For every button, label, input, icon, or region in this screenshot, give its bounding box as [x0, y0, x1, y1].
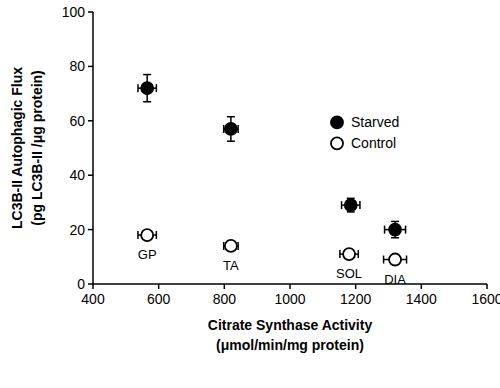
- point: [225, 123, 237, 135]
- y-tick: [88, 66, 93, 68]
- x-axis-title: Citrate Synthase Activity: [208, 317, 373, 333]
- legend-marker: [331, 116, 343, 128]
- point-label: SOL: [336, 266, 362, 281]
- x-tick-label: 800: [213, 291, 237, 307]
- x-axis-title: (μmol/min/mg protein): [216, 337, 364, 353]
- point: [225, 240, 237, 252]
- y-tick-label: 60: [69, 113, 85, 129]
- x-error-cap: [339, 250, 341, 258]
- y-tick: [88, 11, 93, 13]
- x-tick: [224, 284, 226, 289]
- y-error-cap: [391, 221, 399, 223]
- y-tick-label: 0: [77, 276, 85, 292]
- x-error-cap: [156, 84, 158, 92]
- y-tick: [88, 174, 93, 176]
- x-tick-label: 1400: [406, 291, 437, 307]
- point-label: GP: [138, 247, 157, 262]
- point-label: TA: [223, 258, 239, 273]
- y-axis: [92, 12, 94, 284]
- point: [343, 248, 355, 260]
- point: [345, 199, 357, 211]
- y-tick-label: 80: [69, 58, 85, 74]
- x-tick: [486, 284, 488, 289]
- y-error-cap: [143, 74, 151, 76]
- y-tick-label: 40: [69, 167, 85, 183]
- y-error-cap: [391, 237, 399, 239]
- point-labels: GP TA SOL DIA: [138, 247, 406, 286]
- x-tick-label: 600: [147, 291, 171, 307]
- x-error-cap: [359, 201, 361, 209]
- x-error-cap: [406, 256, 408, 264]
- x-error-cap: [384, 226, 386, 234]
- x-tick-label: 1600: [471, 291, 500, 307]
- point: [389, 254, 401, 266]
- point: [389, 224, 401, 236]
- x-tick: [289, 284, 291, 289]
- legend-label: Starved: [351, 114, 399, 130]
- x-tick-label: 1200: [340, 291, 371, 307]
- x-tick: [421, 284, 423, 289]
- x-error-cap: [137, 84, 139, 92]
- y-error-cap: [227, 116, 235, 118]
- y-error-cap: [143, 101, 151, 103]
- x-error-cap: [137, 231, 139, 239]
- plot-area: [138, 75, 407, 266]
- x-tick: [158, 284, 160, 289]
- y-tick: [88, 229, 93, 231]
- y-tick-label: 20: [69, 222, 85, 238]
- x-tick-label: 400: [81, 291, 105, 307]
- x-error-cap: [341, 201, 343, 209]
- x-tick: [355, 284, 357, 289]
- x-error-cap: [156, 231, 158, 239]
- y-error-cap: [227, 140, 235, 142]
- y-tick: [88, 120, 93, 122]
- x-error-cap: [358, 250, 360, 258]
- x-tick-label: 1000: [274, 291, 305, 307]
- y-axis-title: (pg LC3B-II /μg protein): [29, 70, 45, 226]
- chart: 400 600 800 1000 1200 1400 1600 0 20 40 60 80 100 Cit…: [0, 0, 500, 388]
- y-axis-title: LC3B-II Autophagic Flux: [9, 67, 25, 229]
- legend: Starved Control: [331, 114, 399, 151]
- point-label: DIA: [384, 272, 406, 287]
- point: [141, 229, 153, 241]
- point: [141, 82, 153, 94]
- legend-label: Control: [351, 135, 396, 151]
- x-error-cap: [383, 256, 385, 264]
- y-tick-label: 100: [62, 4, 86, 20]
- legend-marker: [331, 137, 343, 149]
- y-tick: [88, 283, 93, 285]
- x-error-cap: [405, 226, 407, 234]
